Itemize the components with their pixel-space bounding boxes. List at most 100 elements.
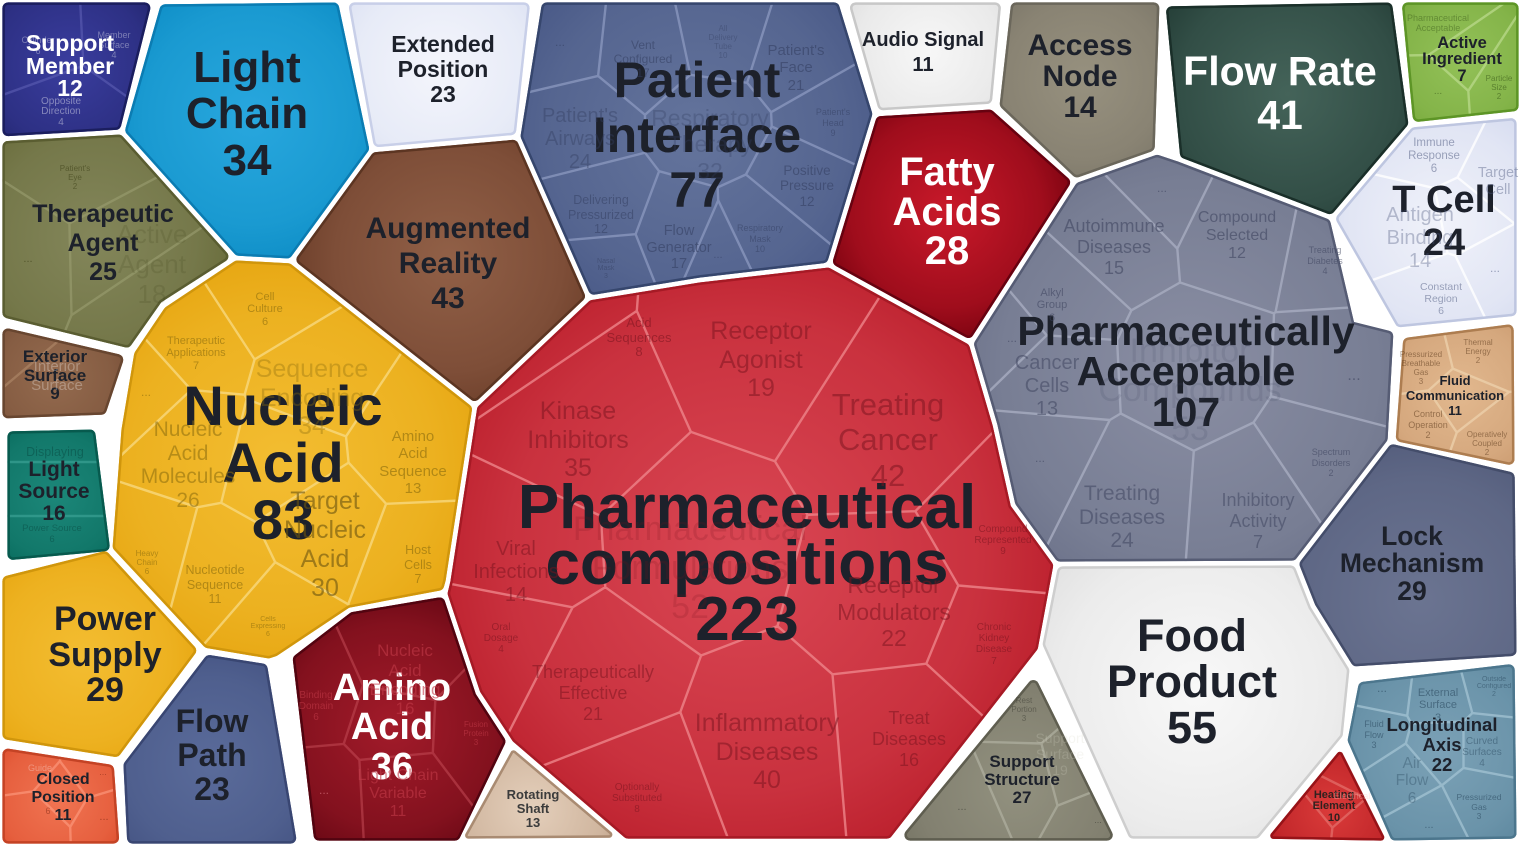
svg-text:53: 53 — [1171, 410, 1209, 448]
svg-text:Cells: Cells — [404, 558, 432, 572]
svg-text:Culture: Culture — [247, 303, 282, 315]
svg-text:Configured: Configured — [1477, 683, 1511, 690]
svg-text:Axis: Axis — [1422, 734, 1461, 755]
svg-text:Interface: Interface — [593, 107, 801, 163]
svg-text:13: 13 — [526, 815, 540, 830]
svg-text:Agent: Agent — [118, 249, 187, 279]
svg-text:Guide: Guide — [28, 763, 52, 773]
svg-text:Cancer: Cancer — [1015, 352, 1080, 374]
svg-text:Pharmaceutical: Pharmaceutical — [1407, 13, 1469, 23]
svg-text:Patient's: Patient's — [60, 164, 90, 173]
svg-text:23: 23 — [194, 771, 230, 807]
svg-text:Diseases: Diseases — [1077, 237, 1151, 257]
svg-text:Sequences: Sequences — [606, 330, 672, 345]
svg-text:Product: Product — [1107, 656, 1277, 707]
svg-text:Patient: Patient — [614, 52, 781, 108]
svg-text:Mechanism: Mechanism — [1340, 548, 1484, 578]
svg-text:Breathable: Breathable — [1402, 359, 1441, 368]
svg-text:Delivering: Delivering — [573, 193, 629, 207]
svg-text:12: 12 — [1228, 245, 1246, 262]
svg-text:26: 26 — [176, 489, 199, 512]
svg-text:Diseases: Diseases — [1079, 506, 1165, 529]
svg-text:22: 22 — [1432, 754, 1453, 775]
svg-text:12: 12 — [799, 194, 814, 209]
svg-text:8: 8 — [634, 804, 640, 815]
svg-text:9: 9 — [830, 128, 835, 138]
svg-text:3: 3 — [1435, 712, 1441, 724]
svg-text:Diseases: Diseases — [716, 738, 819, 766]
svg-text:Compounds: Compounds — [1098, 371, 1281, 409]
svg-text:11: 11 — [1448, 403, 1462, 418]
svg-text:Thermal: Thermal — [1463, 338, 1493, 347]
svg-text:27: 27 — [1013, 788, 1032, 807]
svg-text:Cell: Cell — [1486, 182, 1511, 198]
svg-text:6: 6 — [1408, 790, 1417, 807]
svg-text:3: 3 — [1371, 740, 1376, 750]
svg-text:Heavy: Heavy — [136, 549, 159, 558]
svg-text:Modulators: Modulators — [837, 599, 951, 625]
svg-text:...: ... — [99, 811, 108, 823]
svg-text:Opposite: Opposite — [41, 96, 81, 107]
svg-text:Host: Host — [405, 543, 431, 557]
svg-text:Amino: Amino — [392, 428, 435, 445]
svg-text:Agent: Agent — [68, 229, 140, 257]
svg-text:Food: Food — [1137, 610, 1247, 661]
svg-text:Position: Position — [31, 789, 94, 806]
svg-text:Compound: Compound — [1198, 209, 1276, 226]
svg-text:9: 9 — [1000, 546, 1006, 557]
svg-text:Electrical: Electrical — [1334, 791, 1371, 801]
svg-text:Sequence: Sequence — [379, 463, 447, 480]
svg-text:Pressurized: Pressurized — [568, 208, 634, 222]
svg-text:...: ... — [141, 385, 151, 399]
svg-text:Displaying: Displaying — [26, 445, 84, 459]
svg-text:Portion: Portion — [1011, 705, 1036, 714]
svg-text:Power: Power — [54, 600, 156, 638]
svg-text:Reality: Reality — [399, 247, 498, 280]
svg-text:Expressing: Expressing — [251, 623, 286, 630]
svg-text:Chain: Chain — [137, 558, 158, 567]
svg-text:Head: Head — [822, 118, 844, 128]
svg-text:Surface: Surface — [1036, 746, 1084, 762]
svg-text:Group: Group — [1037, 299, 1068, 311]
svg-text:Mask: Mask — [598, 265, 615, 272]
svg-text:40: 40 — [753, 766, 781, 794]
svg-text:Flow Rate: Flow Rate — [1183, 48, 1377, 94]
svg-text:2: 2 — [1492, 691, 1496, 698]
svg-text:...: ... — [957, 801, 966, 813]
svg-text:83: 83 — [252, 488, 314, 551]
svg-text:2: 2 — [1328, 468, 1333, 478]
svg-text:Flow: Flow — [664, 223, 695, 239]
svg-text:Heating: Heating — [1314, 789, 1354, 801]
svg-text:Acceptable: Acceptable — [1416, 23, 1461, 33]
svg-text:Surface: Surface — [24, 366, 86, 385]
svg-text:Surface: Surface — [31, 377, 83, 394]
svg-text:...: ... — [23, 253, 32, 265]
svg-text:Tube: Tube — [714, 42, 732, 51]
svg-text:10: 10 — [719, 51, 728, 60]
svg-text:11: 11 — [912, 54, 933, 76]
svg-text:6: 6 — [266, 631, 270, 638]
svg-text:34: 34 — [298, 412, 326, 440]
svg-text:Cylinder: Cylinder — [21, 35, 54, 45]
svg-text:Sequence: Sequence — [187, 578, 243, 592]
svg-text:Delivery: Delivery — [709, 33, 738, 42]
svg-text:2: 2 — [1485, 448, 1490, 457]
svg-text:Acceptable: Acceptable — [1077, 348, 1296, 394]
svg-text:Acid: Acid — [388, 661, 421, 680]
svg-text:7: 7 — [991, 656, 997, 667]
svg-text:Amino: Amino — [333, 667, 451, 709]
svg-text:...: ... — [1434, 86, 1442, 97]
svg-text:Acid: Acid — [398, 445, 427, 462]
svg-text:Positive: Positive — [783, 163, 830, 178]
svg-text:Receptor: Receptor — [847, 572, 941, 598]
svg-text:2: 2 — [73, 182, 78, 191]
svg-text:Substituted: Substituted — [612, 793, 662, 804]
svg-text:Molecules: Molecules — [141, 465, 236, 488]
svg-text:6: 6 — [313, 712, 319, 723]
svg-text:29: 29 — [1397, 576, 1426, 606]
svg-text:Region: Region — [1424, 293, 1457, 305]
svg-text:Response: Response — [1408, 150, 1460, 162]
svg-text:2: 2 — [1497, 92, 1502, 101]
svg-text:Compound: Compound — [979, 524, 1028, 535]
svg-text:16: 16 — [42, 502, 65, 525]
